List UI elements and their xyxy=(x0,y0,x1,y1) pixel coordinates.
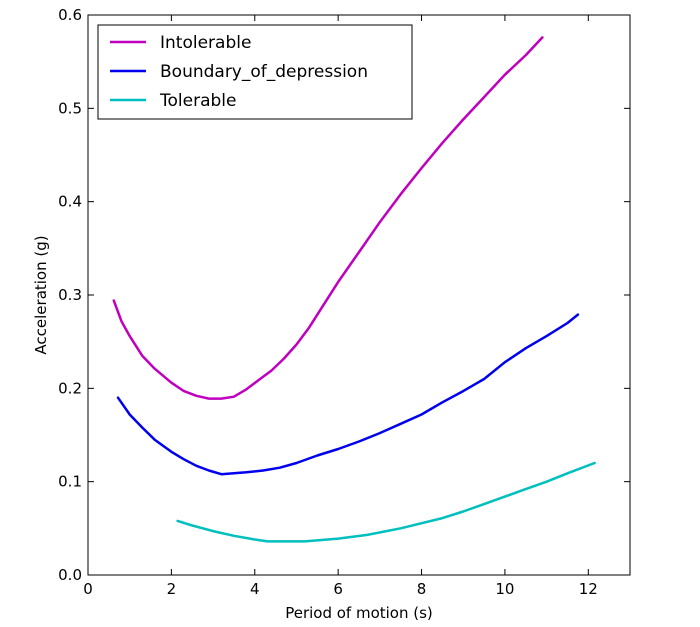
series-line-boundary-of-depression xyxy=(116,313,580,476)
x-tick-label: 0 xyxy=(83,580,93,598)
legend-label: Tolerable xyxy=(159,91,236,111)
y-tick-label: 0.5 xyxy=(58,99,82,117)
y-tick-label: 0.3 xyxy=(58,286,82,304)
x-tick-label: 2 xyxy=(167,580,177,598)
legend-box xyxy=(97,24,413,120)
legend: Intolerable Boundary_of_depression Tolerab… xyxy=(97,24,413,120)
legend-label: Intolerable xyxy=(160,33,251,53)
series-line-tolerable xyxy=(176,461,596,543)
y-tick-label: 0.4 xyxy=(58,193,82,211)
legend-label: Boundary_of_depression xyxy=(160,62,368,82)
x-tick-label: 10 xyxy=(495,580,514,598)
x-axis-title: Period of motion (s) xyxy=(285,604,433,622)
x-tick-label: 12 xyxy=(579,580,598,598)
y-tick-label: 0.1 xyxy=(58,473,82,491)
series-line-intolerable xyxy=(112,36,544,400)
y-tick-label: 0.0 xyxy=(58,566,82,584)
series-layer xyxy=(112,36,596,543)
x-tick-label: 4 xyxy=(250,580,260,598)
x-tick-label: 6 xyxy=(333,580,343,598)
y-tick-label: 0.6 xyxy=(58,6,82,24)
ticks-layer: 0 2 4 6 8 10 12 0.0 0.1 0.2 0.3 0.4 0.5 0.6 xyxy=(58,6,630,598)
x-tick-label: 8 xyxy=(417,580,427,598)
y-tick-label: 0.2 xyxy=(58,379,82,397)
y-axis-title: Acceleration (g) xyxy=(32,235,50,354)
